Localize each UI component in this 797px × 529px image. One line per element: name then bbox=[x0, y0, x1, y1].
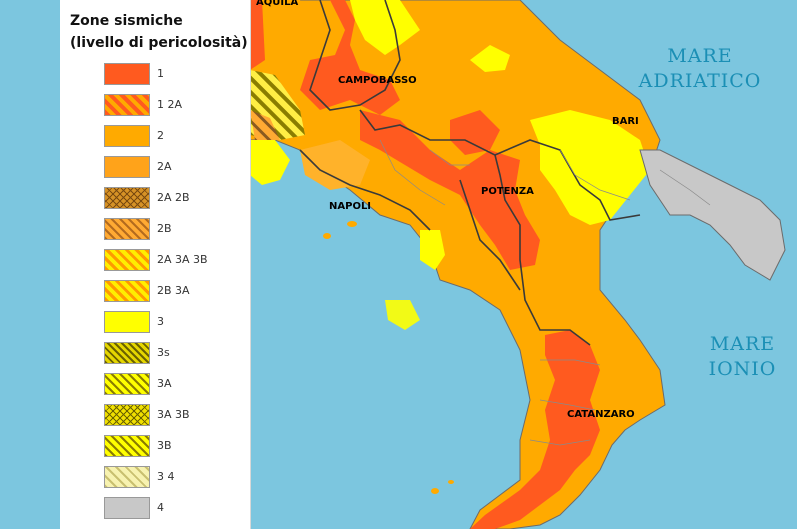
island-3 bbox=[431, 488, 439, 494]
legend-label: 3A bbox=[157, 377, 172, 390]
zone-1-north bbox=[258, 0, 400, 115]
legend-swatch bbox=[104, 466, 150, 488]
sea-ionio: MARE IONIO bbox=[685, 332, 797, 382]
island-4 bbox=[448, 480, 454, 484]
legend-swatch bbox=[104, 404, 150, 426]
legend-swatch bbox=[104, 497, 150, 519]
island-1 bbox=[347, 221, 357, 227]
legend-item: 4 bbox=[104, 497, 250, 519]
legend-item: 3 bbox=[104, 311, 250, 333]
zone-1-campania bbox=[450, 110, 500, 155]
legend-swatch bbox=[104, 311, 150, 333]
legend-label: 3A 3B bbox=[157, 408, 190, 421]
legend-item: 2B 3A bbox=[104, 280, 250, 302]
legend-label: 2A 2B bbox=[157, 191, 190, 204]
regional-borders bbox=[299, 0, 641, 346]
place-napoli: NAPOLI bbox=[329, 201, 372, 212]
place-bari: BARI bbox=[612, 116, 639, 127]
legend-swatch bbox=[104, 249, 150, 271]
legend-label: 3 bbox=[157, 315, 164, 328]
zone-3-cilento bbox=[385, 300, 420, 330]
legend-item: 2 bbox=[104, 125, 250, 147]
legend-title: Zone sismiche (livello di pericolosità) bbox=[70, 10, 248, 54]
place-campobasso: CAMPOBASSO bbox=[338, 75, 417, 86]
legend-swatch bbox=[104, 342, 150, 364]
zone-3-north-coast bbox=[350, 0, 420, 55]
province-borders bbox=[379, 139, 711, 446]
legend-label: 1 bbox=[157, 67, 164, 80]
zone-1-calabria bbox=[470, 330, 600, 529]
legend-swatch bbox=[104, 63, 150, 85]
legend-item: 3 4 bbox=[104, 466, 250, 488]
legend-label: 2 bbox=[157, 129, 164, 142]
legend-item: 1 bbox=[104, 63, 250, 85]
legend-swatch bbox=[104, 435, 150, 457]
island-2 bbox=[323, 233, 331, 239]
hatch-patch-west-2 bbox=[250, 110, 280, 140]
place-catanzaro: CATANZARO bbox=[567, 409, 635, 420]
sea-adriatico-line1: MARE bbox=[667, 45, 733, 67]
land-west-coast bbox=[250, 0, 320, 80]
legend-swatch bbox=[104, 373, 150, 395]
zone-3-campania-coast bbox=[420, 230, 445, 270]
legend-swatch bbox=[104, 156, 150, 178]
legend-item: 3B bbox=[104, 435, 250, 457]
zone-1-central bbox=[360, 110, 540, 270]
legend-swatch bbox=[104, 218, 150, 240]
legend-swatch bbox=[104, 125, 150, 147]
legend-item: 2B bbox=[104, 218, 250, 240]
legend-panel: Zone sismiche (livello di pericolosità) … bbox=[60, 0, 251, 529]
legend-label: 3B bbox=[157, 439, 172, 452]
legend-item: 2A 2B bbox=[104, 187, 250, 209]
legend-label: 1 2A bbox=[157, 98, 183, 111]
sea-adriatico-line2: ADRIATICO bbox=[638, 70, 762, 92]
place-potenza: POTENZA bbox=[481, 186, 534, 197]
place-aquila: AQUILA bbox=[256, 0, 299, 8]
zone-4-salento bbox=[639, 149, 786, 281]
zone-1-left-edge bbox=[250, 0, 265, 70]
legend-item: 3s bbox=[104, 342, 250, 364]
legend-item: 3A bbox=[104, 373, 250, 395]
legend-item: 1 2A bbox=[104, 94, 250, 116]
zone-3-apulia bbox=[530, 110, 650, 225]
legend-label: 3 4 bbox=[157, 470, 175, 483]
sea-adriatico: MARE ADRIATICO bbox=[630, 44, 770, 94]
legend-label: 2A bbox=[157, 160, 172, 173]
legend-label: 3s bbox=[157, 346, 170, 359]
zone-3-gargano bbox=[470, 45, 510, 72]
legend-title-line1: Zone sismiche bbox=[70, 13, 183, 29]
legend-title-line2: (livello di pericolosità) bbox=[70, 35, 248, 51]
legend-swatch bbox=[104, 94, 150, 116]
legend-swatch bbox=[104, 280, 150, 302]
zone-3-west-coast bbox=[250, 140, 290, 185]
legend-item: 2A 3A 3B bbox=[104, 249, 250, 271]
legend-item: 3A 3B bbox=[104, 404, 250, 426]
legend-label: 2A 3A 3B bbox=[157, 253, 208, 266]
legend-label: 4 bbox=[157, 501, 164, 514]
zone-2-coast bbox=[300, 140, 370, 190]
sea-ionio-line1: MARE bbox=[709, 333, 776, 355]
legend-label: 2B 3A bbox=[157, 284, 190, 297]
legend-label: 2B bbox=[157, 222, 172, 235]
legend-swatch bbox=[104, 187, 150, 209]
sea-ionio-line2: IONIO bbox=[708, 358, 777, 380]
legend-item: 2A bbox=[104, 156, 250, 178]
